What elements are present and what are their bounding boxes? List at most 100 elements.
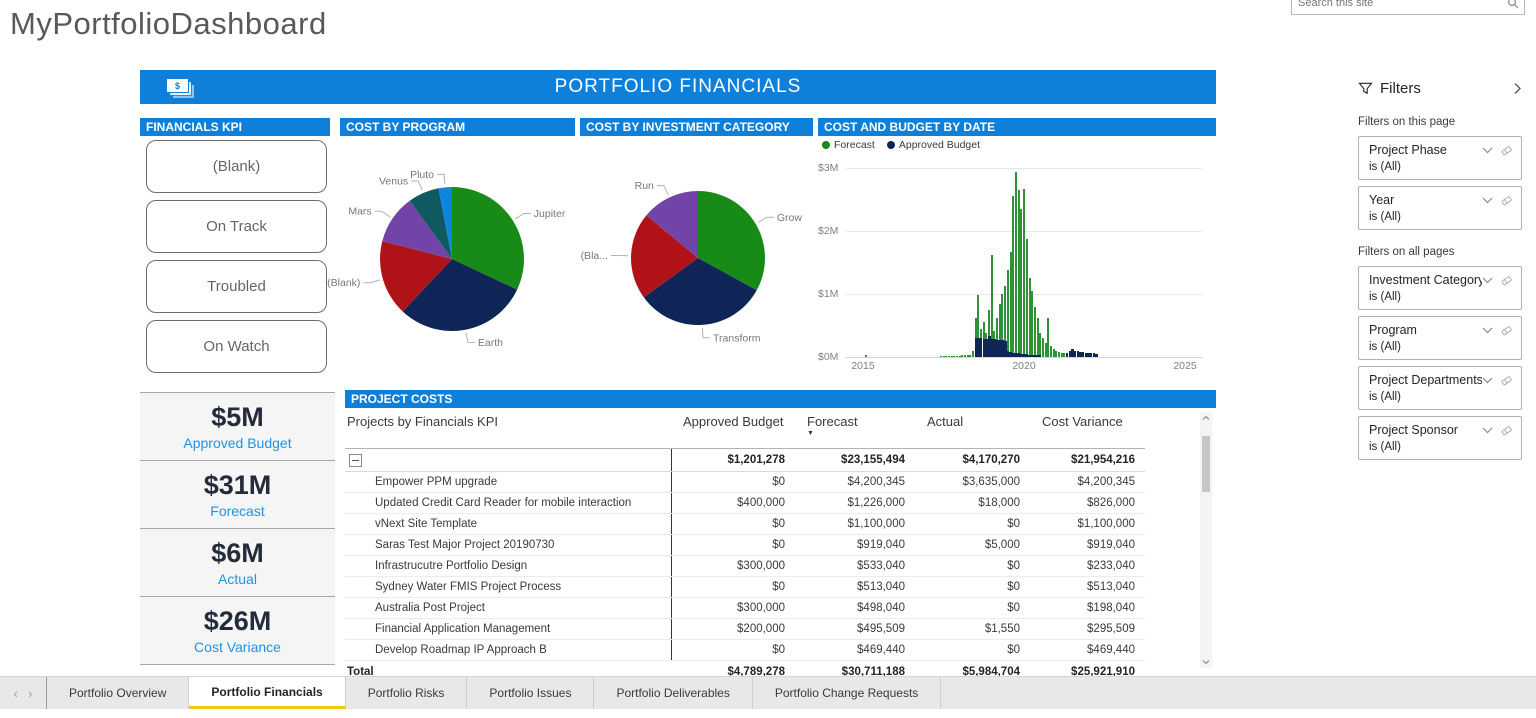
tab-portfolio-overview[interactable]: Portfolio Overview <box>47 677 190 709</box>
table-scrollbar[interactable] <box>1200 412 1212 668</box>
kpi-card[interactable]: $6M Actual <box>140 529 335 597</box>
pie-slice-Grow[interactable] <box>698 191 765 291</box>
filters-panel: Filters Filters on this page Project Pha… <box>1358 76 1522 466</box>
cell: $300,000 <box>670 597 795 619</box>
bar-budget <box>1073 350 1077 357</box>
eraser-icon[interactable] <box>1500 194 1513 207</box>
pie-slice-(Bla...[interactable] <box>631 215 698 298</box>
pie-slice-Transform[interactable] <box>643 258 757 326</box>
scroll-down-icon[interactable] <box>1202 659 1210 665</box>
eraser-icon[interactable] <box>1500 424 1513 437</box>
eraser-icon[interactable] <box>1500 374 1513 387</box>
table-row[interactable]: vNext Site Template $0 $1,100,000 $0 $1,100,… <box>345 513 1145 535</box>
table-row[interactable]: Sydney Water FMIS Project Process $0 $513,… <box>345 576 1145 598</box>
cell: $498,040 <box>795 597 915 619</box>
tab-portfolio-change-requests[interactable]: Portfolio Change Requests <box>753 677 942 709</box>
tab-portfolio-issues[interactable]: Portfolio Issues <box>467 677 595 709</box>
bar-budget <box>1020 353 1023 357</box>
table-row[interactable]: Empower PPM upgrade $0 $4,200,345 $3,635,00… <box>345 471 1145 493</box>
cell: $513,040 <box>1030 576 1145 598</box>
legend-item-forecast[interactable]: Forecast <box>822 139 875 151</box>
filter-card-year[interactable]: Year is (All) <box>1358 186 1522 230</box>
bar-forecast <box>1025 238 1028 357</box>
pie-slice-Venus[interactable] <box>409 188 452 259</box>
pie-label-line <box>411 180 423 191</box>
bar-forecast <box>1023 188 1025 357</box>
project-name: Updated Credit Card Reader for mobile in… <box>345 492 671 514</box>
filter-card-project-phase[interactable]: Project Phase is (All) <box>1358 136 1522 180</box>
pie-slice-Run[interactable] <box>646 191 698 258</box>
legend-item-approved-budget[interactable]: Approved Budget <box>886 139 980 151</box>
tab-nav-prev-icon[interactable]: ‹ <box>13 685 18 701</box>
bar-forecast <box>988 309 991 357</box>
bar-forecast <box>1055 350 1058 357</box>
tab-nav-next-icon[interactable]: › <box>28 685 33 701</box>
filter-card-project-sponsor[interactable]: Project Sponsor is (All) <box>1358 416 1522 460</box>
bar-forecast <box>1006 270 1009 357</box>
pie-slice-(Blank)[interactable] <box>380 241 452 312</box>
column-header-forecast[interactable]: Forecast ▼ <box>795 408 915 449</box>
table-row[interactable]: Australia Post Project $300,000 $498,040 $0… <box>345 597 1145 619</box>
column-header-cost-variance[interactable]: Cost Variance <box>1030 408 1145 449</box>
chevron-down-icon[interactable] <box>1482 197 1493 204</box>
filters-collapse-icon[interactable] <box>1513 82 1522 95</box>
column-header-actual[interactable]: Actual <box>915 408 1030 449</box>
chevron-down-icon[interactable] <box>1482 277 1493 284</box>
filter-card-program[interactable]: Program is (All) <box>1358 316 1522 360</box>
x-axis-tick: 2025 <box>1173 360 1197 372</box>
eraser-icon[interactable] <box>1500 144 1513 157</box>
column-header-projects-by-financials-kpi[interactable]: Projects by Financials KPI <box>345 408 671 449</box>
tab-portfolio-financials[interactable]: Portfolio Financials <box>189 677 346 709</box>
cell: $18,000 <box>915 492 1030 514</box>
bar-forecast <box>1041 338 1044 357</box>
pie-slice-Pluto[interactable] <box>438 187 453 259</box>
bar-forecast <box>990 254 993 357</box>
search-input[interactable] <box>1292 0 1507 9</box>
table-row[interactable]: Financial Application Management $200,000… <box>345 618 1145 640</box>
kpi-card[interactable]: $5M Approved Budget <box>140 393 335 461</box>
filter-card-investment-category[interactable]: Investment Category is (All) <box>1358 266 1522 310</box>
collapse-icon[interactable] <box>349 453 362 467</box>
bar-forecast <box>1031 290 1034 357</box>
filter-card-project-departments[interactable]: Project Departments is (All) <box>1358 366 1522 410</box>
bar-forecast <box>1004 286 1007 357</box>
table-row[interactable]: Saras Test Major Project 20190730 $0 $919,… <box>345 534 1145 556</box>
tab-portfolio-deliverables[interactable]: Portfolio Deliverables <box>594 677 753 709</box>
eraser-icon[interactable] <box>1500 324 1513 337</box>
bar-forecast <box>1036 317 1039 357</box>
eraser-icon[interactable] <box>1500 274 1513 287</box>
kpi-card[interactable]: $26M Cost Variance <box>140 597 335 664</box>
chevron-down-icon[interactable] <box>1482 147 1493 154</box>
cell: $1,201,278 <box>670 448 795 472</box>
table-group-row[interactable]: $1,201,278 $23,155,494 $4,170,270 $21,954,2… <box>345 448 1145 472</box>
scroll-up-icon[interactable] <box>1202 415 1210 421</box>
bar-budget <box>1071 348 1074 357</box>
search-icon[interactable] <box>1507 0 1519 9</box>
kpi-button-troubled[interactable]: Troubled <box>146 260 327 313</box>
table-row[interactable]: Updated Credit Card Reader for mobile in… <box>345 492 1145 514</box>
sort-desc-icon: ▼ <box>807 430 814 437</box>
kpi-button-on-track[interactable]: On Track <box>146 200 327 253</box>
tab-portfolio-risks[interactable]: Portfolio Risks <box>346 677 468 709</box>
pie-slice-Earth[interactable] <box>402 259 518 332</box>
bar-forecast <box>1033 306 1036 357</box>
cell: $0 <box>670 471 795 493</box>
bar-budget <box>993 339 996 357</box>
table-row[interactable]: Infrastrucutre Portfolio Design $300,000 $… <box>345 555 1145 577</box>
chevron-down-icon[interactable] <box>1482 327 1493 334</box>
cost-and-budget-bar-chart[interactable] <box>846 168 1202 358</box>
cell: $0 <box>915 597 1030 619</box>
scrollbar-thumb[interactable] <box>1202 436 1210 492</box>
kpi-button--blank-[interactable]: (Blank) <box>146 140 327 193</box>
pie-slice-Mars[interactable] <box>382 200 452 259</box>
cell: $198,040 <box>1030 597 1145 619</box>
search-box <box>1291 0 1525 15</box>
column-header-approved-budget[interactable]: Approved Budget <box>671 408 795 449</box>
y-axis-tick: $0M <box>818 351 839 363</box>
kpi-button-on-watch[interactable]: On Watch <box>146 320 327 373</box>
chevron-down-icon[interactable] <box>1482 427 1493 434</box>
pie-slice-Jupiter[interactable] <box>452 187 524 290</box>
chevron-down-icon[interactable] <box>1482 377 1493 384</box>
kpi-card[interactable]: $31M Forecast <box>140 461 335 529</box>
table-row[interactable]: Develop Roadmap IP Approach B $0 $469,440 $… <box>345 639 1145 661</box>
